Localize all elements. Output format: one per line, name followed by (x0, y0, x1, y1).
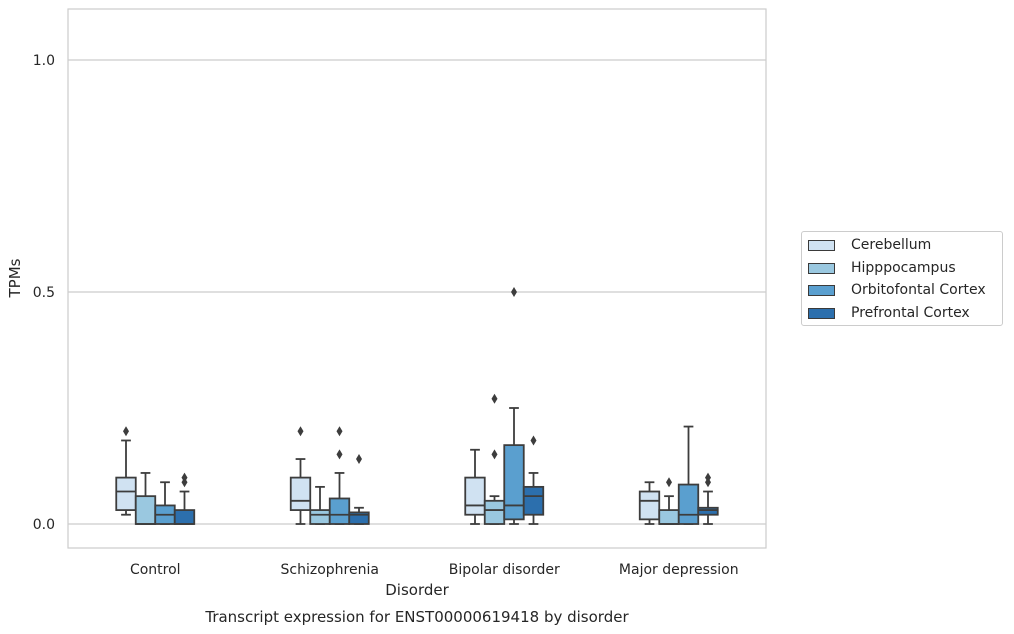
box-hipppocampus-bipolar-disorder (483, 393, 506, 525)
legend-swatch-orbitofontal-cortex (808, 284, 835, 296)
x-tick-label-schizophrenia: Schizophrenia (281, 562, 379, 578)
outlier-point (356, 454, 362, 465)
box-cerebellum-schizophrenia (289, 426, 312, 525)
legend-item-prefrontal-cortex: Prefrontal Cortex (808, 303, 970, 323)
box-iqr (697, 506, 719, 516)
box-iqr (309, 509, 331, 525)
boxplot-marks (115, 287, 719, 525)
outlier-point (491, 449, 498, 460)
outlier-point (297, 426, 304, 437)
box-iqr (522, 485, 545, 516)
box-iqr (134, 495, 157, 525)
legend-swatch-hipppocampus (808, 262, 835, 274)
y-axis-label: TPMs (6, 258, 24, 298)
x-tick-label-control: Control (130, 562, 181, 578)
outlier-point (666, 477, 672, 488)
x-tick-labels: Control Schizophrenia Bipolar disorder Majo… (130, 562, 739, 578)
outlier-point (336, 426, 343, 437)
box-orbitofontal-cortex-bipolar-disorder (503, 287, 525, 525)
box-orbitofontal-cortex-major-depression (677, 425, 700, 525)
box-hipppocampus-schizophrenia (309, 485, 331, 525)
outlier-point (181, 472, 188, 483)
box-iqr (503, 444, 525, 521)
box-iqr (348, 511, 370, 525)
outlier-point (511, 287, 517, 297)
legend: Cerebellum Hipppocampus Orbitofontal Cor… (801, 231, 1003, 326)
legend-swatch-cerebellum (808, 239, 835, 251)
outlier-point (491, 393, 498, 404)
legend-label-prefrontal-cortex: Prefrontal Cortex (851, 305, 970, 321)
box-prefrontal-cortex-bipolar-disorder (522, 435, 545, 525)
box-cerebellum-major-depression (638, 481, 661, 525)
box-cerebellum-bipolar-disorder (464, 448, 486, 525)
box-prefrontal-cortex-major-depression (697, 472, 719, 525)
outlier-point (530, 435, 537, 446)
legend-label-hipppocampus: Hipppocampus (851, 260, 956, 276)
box-iqr (173, 509, 196, 525)
box-iqr (677, 483, 700, 525)
y-tick-label: 0.0 (33, 517, 55, 533)
box-iqr (289, 476, 312, 511)
box-iqr (328, 497, 351, 525)
y-tick-label: 0.5 (33, 285, 55, 301)
box-cerebellum-control (115, 426, 137, 516)
box-orbitofontal-cortex-schizophrenia (328, 426, 351, 525)
x-tick-label-major-depression: Major depression (619, 562, 739, 578)
legend-swatch-prefrontal-cortex (808, 307, 835, 319)
legend-item-hipppocampus: Hipppocampus (808, 258, 956, 278)
plot-frame (67, 8, 767, 549)
box-prefrontal-cortex-control (173, 472, 196, 525)
legend-label-orbitofontal-cortex: Orbitofontal Cortex (851, 282, 986, 298)
outlier-point (123, 426, 129, 437)
y-tick-label: 1.0 (33, 53, 55, 69)
legend-item-orbitofontal-cortex: Orbitofontal Cortex (808, 280, 986, 300)
y-tick-labels: 0.00.51.01.52.0 (33, 53, 55, 533)
box-iqr (638, 490, 661, 521)
gridlines (68, 59, 766, 525)
box-iqr (115, 476, 137, 511)
box-orbitofontal-cortex-control (154, 481, 176, 525)
legend-label-cerebellum: Cerebellum (851, 237, 932, 253)
box-hipppocampus-control (134, 472, 157, 525)
x-tick-label-bipolar-disorder: Bipolar disorder (449, 562, 560, 578)
outlier-point (705, 472, 711, 483)
x-axis-label: Disorder (385, 581, 449, 599)
box-iqr (464, 476, 486, 516)
box-prefrontal-cortex-schizophrenia (348, 454, 370, 525)
box-hipppocampus-major-depression (658, 477, 680, 525)
outlier-point (336, 449, 343, 460)
box-iqr (658, 509, 680, 525)
legend-item-cerebellum: Cerebellum (808, 235, 931, 255)
chart-title: Transcript expression for ENST0000061941… (204, 608, 629, 626)
box-iqr (483, 499, 506, 525)
